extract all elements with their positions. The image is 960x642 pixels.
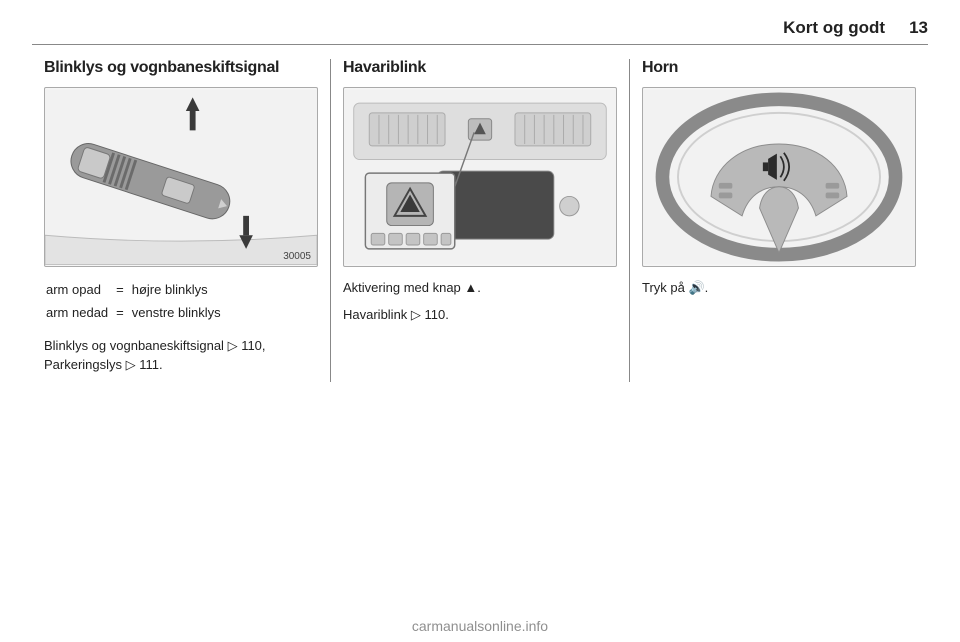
header-divider xyxy=(32,44,928,45)
horn-icon: 🔊 xyxy=(688,280,704,295)
col2-line2b: 110. xyxy=(425,307,449,322)
footer-watermark: carmanualsonline.info xyxy=(0,618,960,634)
col3-line1a: Tryk på xyxy=(642,280,688,295)
col2-line2: Havariblink ▷ 110. xyxy=(343,306,617,325)
column-2: Havariblink xyxy=(331,59,630,382)
def-term: arm nedad xyxy=(46,304,108,325)
def-term: arm opad xyxy=(46,281,108,302)
chapter-title: Kort og godt xyxy=(783,18,885,38)
col1-def-table: arm opad = højre blinklys arm nedad = ve… xyxy=(44,279,223,327)
hazard-icon: ▲ xyxy=(464,280,477,295)
col1-heading: Blinklys og vognbaneskiftsignal xyxy=(44,59,318,77)
col3-heading: Horn xyxy=(642,59,916,77)
def-equals: = xyxy=(110,304,130,325)
col3-figure xyxy=(642,87,916,267)
ref-text-c: 111. xyxy=(139,357,162,372)
col2-line1a: Aktivering med knap xyxy=(343,280,464,295)
column-1: Blinklys og vognbaneskiftsignal xyxy=(32,59,331,382)
column-3: Horn xyxy=(630,59,928,382)
ref-arrow-icon: ▷ xyxy=(228,338,238,353)
col2-line2a: Havariblink xyxy=(343,307,411,322)
col2-heading: Havariblink xyxy=(343,59,617,77)
col1-ref-text: Blinklys og vognbaneskiftsignal ▷ 110, P… xyxy=(44,337,318,375)
col2-figure xyxy=(343,87,617,267)
col3-line1: Tryk på 🔊. xyxy=(642,279,916,298)
table-row: arm opad = højre blinklys xyxy=(46,281,221,302)
col1-image-id: 30005 xyxy=(283,251,311,262)
horn-illustration xyxy=(643,88,915,266)
page-header: Kort og godt 13 xyxy=(0,0,960,44)
col1-figure: 30005 xyxy=(44,87,318,267)
def-value: højre blinklys xyxy=(132,281,221,302)
table-row: arm nedad = venstre blinklys xyxy=(46,304,221,325)
col2-line1: Aktivering med knap ▲. xyxy=(343,279,617,298)
def-value: venstre blinklys xyxy=(132,304,221,325)
page-number: 13 xyxy=(909,18,928,38)
ref-arrow-icon: ▷ xyxy=(411,307,421,322)
ref-text-a: Blinklys og vognbaneskiftsignal xyxy=(44,338,224,353)
hazard-illustration xyxy=(344,88,616,266)
def-equals: = xyxy=(110,281,130,302)
content-columns: Blinklys og vognbaneskiftsignal xyxy=(0,59,960,382)
col3-line1b: . xyxy=(705,280,709,295)
stalk-illustration xyxy=(45,88,317,266)
col2-line1b: . xyxy=(477,280,481,295)
ref-arrow-icon: ▷ xyxy=(126,357,136,372)
